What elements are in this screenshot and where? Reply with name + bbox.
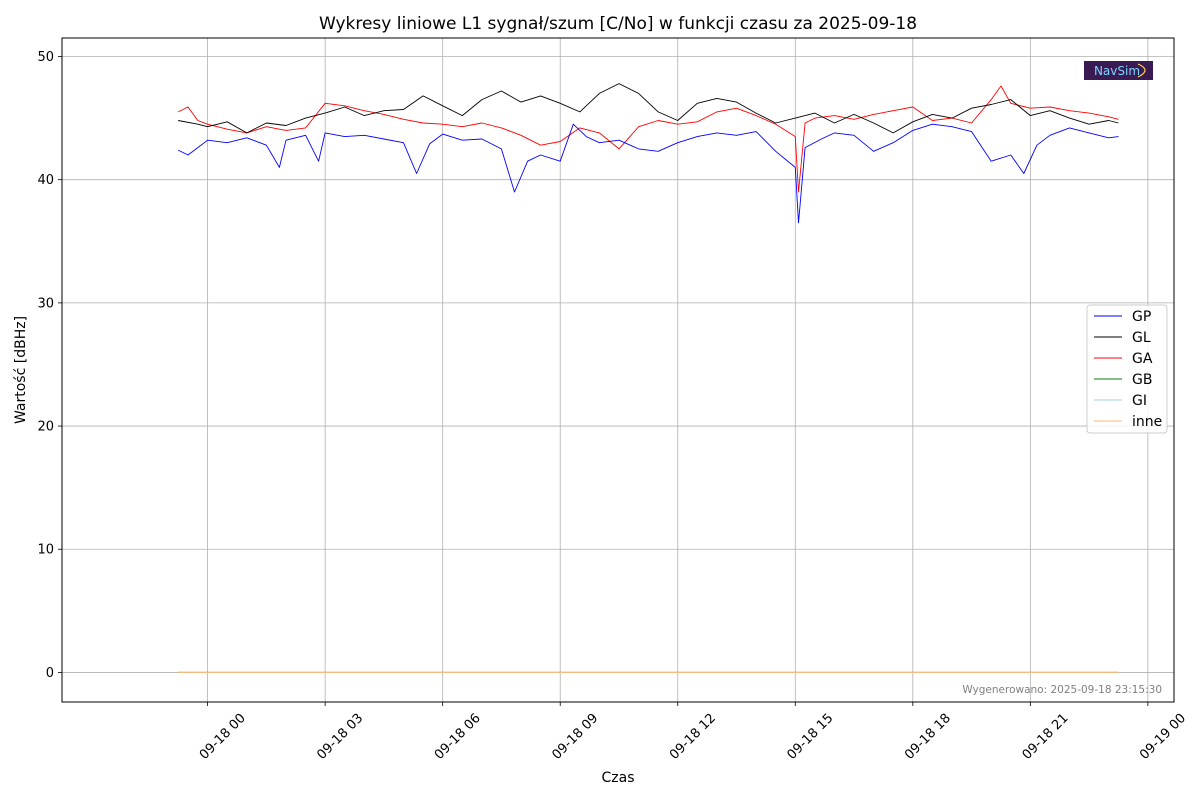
y-tick-label: 40 — [37, 173, 54, 188]
logo-background — [1084, 61, 1153, 80]
y-tick-label: 10 — [37, 543, 54, 558]
plot-frame — [61, 37, 1175, 703]
legend-label-gb: GB — [1132, 372, 1152, 388]
legend-label-ga: GA — [1132, 351, 1153, 367]
logo-swoosh — [1137, 63, 1146, 78]
navsim-logo: NavSim — [1084, 61, 1153, 80]
legend: GP GL GA GB GI inne — [1086, 304, 1168, 434]
grid — [62, 38, 1174, 702]
y-tick-label: 50 — [37, 50, 54, 65]
generated-timestamp: Wygenerowano: 2025-09-18 23:15:30 — [962, 684, 1162, 696]
y-axis-title: Wartość [dBHz] — [13, 316, 29, 424]
legend-label-inne: inne — [1132, 414, 1162, 430]
legend-label-gl: GL — [1132, 330, 1151, 346]
series-line-gl — [178, 83, 1119, 134]
chart-title: Wykresy liniowe L1 sygnał/szum [C/No] w … — [319, 14, 917, 34]
y-tick-label: 0 — [46, 666, 54, 681]
logo-text: NavSim — [1094, 64, 1140, 78]
series-line-ga — [177, 85, 1119, 193]
legend-label-gp: GP — [1132, 309, 1151, 325]
series-line-gp — [177, 123, 1119, 224]
series-layer — [177, 83, 1119, 673]
y-tick-label: 30 — [37, 296, 54, 311]
legend-label-gi: GI — [1132, 393, 1147, 409]
y-axis-ticks: 0 10 20 30 40 50 — [37, 50, 62, 681]
x-axis-title: Czas — [602, 770, 635, 786]
y-tick-label: 20 — [37, 420, 54, 435]
